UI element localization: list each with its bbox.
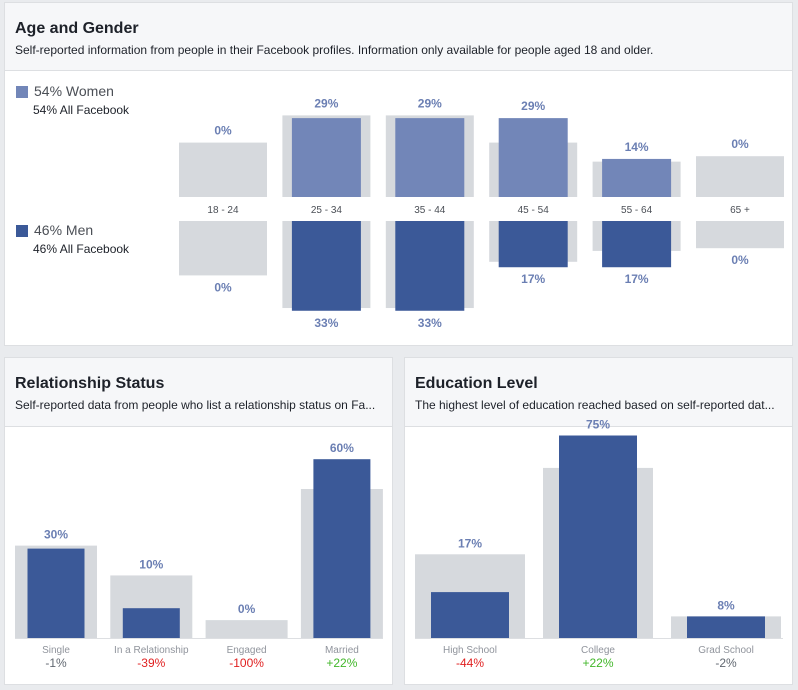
women-bar-35-44 [395,118,465,197]
relationship-bar-married [313,459,371,638]
education-value-label-grad-school: 8% [717,598,735,612]
relationship-category-label-engaged: Engaged [227,645,267,656]
men-bar-35-44 [395,221,465,311]
relationship-value-label-married: 60% [330,441,354,455]
relationship-change-label-married: +22% [326,656,357,670]
women-all-facebook: 54% All Facebook [33,103,130,117]
relationship-change-label-in-a-relationship: -39% [137,656,165,670]
education-change-label-grad-school: -2% [715,656,737,670]
men-value-label-35-44: 33% [418,316,442,330]
age-category-label-35-44: 35 - 44 [414,205,446,216]
education-value-label-high-school: 17% [458,536,482,550]
relationship-change-label-engaged: -100% [229,656,264,670]
relationship-value-label-engaged: 0% [238,602,256,616]
education-value-label-college: 75% [586,418,610,432]
relationship-title: Relationship Status [15,375,165,392]
men-baseline-bar-65 [696,221,784,249]
age-category-label-25-34: 25 - 34 [311,205,343,216]
women-value-label-35-44: 29% [418,96,442,110]
age-category-label-18-24: 18 - 24 [207,205,239,216]
education-category-label-high-school: High School [443,645,497,656]
men-value-label-65: 0% [731,253,749,267]
education-category-label-college: College [581,645,615,656]
relationship-header: Relationship Status Self-reported data f… [5,358,392,427]
men-value-label-25-34: 33% [314,316,338,330]
relationship-change-label-single: -1% [45,656,67,670]
education-bar-high-school [431,592,509,638]
women-baseline-bar-18-24 [179,142,267,197]
women-value-label-65: 0% [731,137,749,151]
women-bar-55-64 [602,158,672,197]
age-gender-header: Age and Gender Self-reported information… [5,3,792,71]
men-bar-25-34 [291,221,361,311]
education-chart: 17% High School-44% 75% College+22% 8% Grad S… [415,418,783,670]
relationship-bar-in-a-relationship [122,608,180,638]
women-value-label-55-64: 14% [625,140,649,154]
women-value-label-25-34: 29% [314,96,338,110]
education-title: Education Level [415,375,538,392]
relationship-value-label-in-a-relationship: 10% [139,557,163,571]
relationship-category-label-married: Married [325,645,359,656]
women-baseline-bar-65 [696,156,784,197]
men-value-label-18-24: 0% [214,280,232,294]
men-bar-55-64 [602,221,672,268]
education-bar-college [559,435,637,638]
men-value-label-45-54: 17% [521,272,545,286]
women-bar-45-54 [498,118,568,197]
men-bar-45-54 [498,221,568,268]
age-category-band [177,197,787,221]
education-bar-grad-school [687,616,765,638]
age-gender-card: Age and Gender Self-reported information… [4,2,793,346]
men-baseline-bar-18-24 [179,221,267,276]
age-category-label-55-64: 55 - 64 [621,205,653,216]
age-category-label-45-54: 45 - 54 [518,205,550,216]
relationship-value-label-single: 30% [44,528,68,542]
men-all-facebook: 46% All Facebook [33,242,130,256]
relationship-category-label-in-a-relationship: In a Relationship [114,645,189,656]
education-header: Education Level The highest level of edu… [405,358,792,427]
relationship-category-label-single: Single [42,645,70,656]
age-gender-title: Age and Gender [15,20,139,37]
age-gender-chart: 0% 0% 18 - 24 29% 33% 25 - 34 29% 33% 35 - 44 29%… [177,96,787,330]
women-bar-25-34 [291,118,361,197]
women-legend-label: 54% Women [34,83,114,99]
women-legend-swatch [16,86,28,98]
relationship-card: Relationship Status Self-reported data f… [4,357,393,685]
relationship-bar-single [27,548,85,638]
education-change-label-college: +22% [582,656,613,670]
education-category-label-grad-school: Grad School [698,645,754,656]
women-value-label-45-54: 29% [521,99,545,113]
men-value-label-55-64: 17% [625,272,649,286]
women-value-label-18-24: 0% [214,124,232,138]
men-legend-swatch [16,225,28,237]
age-category-label-65: 65 + [730,205,750,216]
education-change-label-high-school: -44% [456,656,484,670]
men-legend-label: 46% Men [34,222,94,238]
relationship-chart: 30% Single-1% 10% In a Relationship-39% 0% En… [15,441,383,670]
education-card: Education Level The highest level of edu… [404,357,793,685]
relationship-baseline-bar-engaged [205,620,288,638]
